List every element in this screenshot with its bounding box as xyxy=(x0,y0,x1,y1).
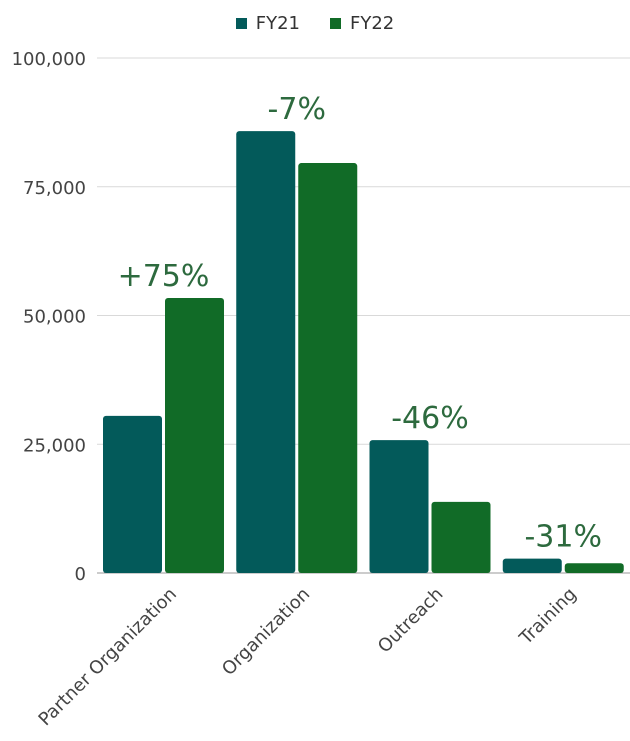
bar-fy21-0 xyxy=(103,415,162,573)
bar-fy21-1 xyxy=(236,131,296,573)
bar-fy22-3 xyxy=(564,563,624,573)
x-category-label-3: Training xyxy=(515,584,581,650)
bar-fy22-2 xyxy=(431,501,491,573)
legend-item-fy22: FY22 xyxy=(330,13,394,34)
legend-swatch-fy21 xyxy=(235,18,247,29)
legend-label-fy22: FY22 xyxy=(350,13,395,34)
x-category-label-2: Outreach xyxy=(374,584,448,658)
bar-fy22-1 xyxy=(298,163,358,573)
bar-fy21-2 xyxy=(369,440,429,573)
legend-swatch-fy22 xyxy=(330,18,341,29)
legend: FY21 FY22 xyxy=(0,13,630,34)
legend-item-fy21: FY21 xyxy=(235,13,300,34)
change-label-1: -7% xyxy=(268,92,326,127)
y-tick-label-0: 0 xyxy=(75,564,86,585)
x-category-label-1: Organization xyxy=(218,584,314,680)
bar-fy22-0 xyxy=(165,297,224,573)
change-label-0: +75% xyxy=(118,259,210,294)
legend-label-fy21: FY21 xyxy=(255,13,300,34)
y-tick-label-1: 25,000 xyxy=(23,435,86,456)
change-label-2: -46% xyxy=(391,401,469,436)
x-category-label-0: Partner Organization xyxy=(35,584,182,731)
y-tick-label-4: 100,000 xyxy=(12,49,86,70)
y-tick-label-3: 75,000 xyxy=(23,178,86,199)
bar-fy21-3 xyxy=(502,558,562,573)
change-label-3: -31% xyxy=(524,520,602,555)
y-tick-label-2: 50,000 xyxy=(23,307,86,328)
